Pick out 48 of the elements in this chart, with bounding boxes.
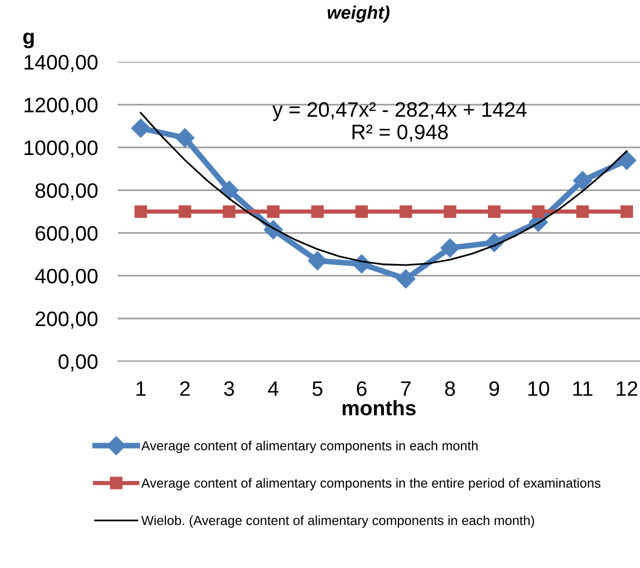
x-tick-label: 8	[445, 381, 455, 396]
point	[131, 118, 150, 138]
x-tick-label: 10	[528, 381, 550, 396]
point	[620, 205, 633, 218]
x-tick-label: 7	[401, 381, 411, 396]
point	[178, 205, 192, 218]
y-tick-label: 1200,00	[24, 98, 98, 115]
point	[444, 205, 456, 218]
annotation: R² = 0,948	[352, 124, 448, 142]
x-tick-label: 6	[356, 381, 367, 396]
point	[311, 205, 324, 218]
point	[440, 238, 460, 258]
point	[220, 180, 239, 200]
x-tick-label: 5	[312, 381, 322, 396]
y-tick-label: 1400,00	[24, 54, 98, 72]
point	[267, 205, 280, 218]
point	[308, 251, 327, 270]
x-tick-label: 11	[573, 381, 592, 396]
y-tick-label: 800,00	[36, 183, 98, 200]
legend-label: Wielob. (Average content of alimentary components in each month)	[141, 515, 534, 528]
y-tick-label: 400,00	[35, 268, 98, 286]
point	[222, 205, 236, 218]
x-tick-label: 3	[224, 381, 234, 396]
y-axis-title: g	[23, 32, 34, 48]
point	[134, 205, 147, 218]
point	[488, 205, 500, 218]
y-tick-label: 1000,00	[24, 140, 98, 158]
legend-label: Average content of alimentary components in the entire period of examinations	[141, 478, 600, 490]
x-tick-label: 9	[489, 381, 500, 396]
point	[175, 128, 194, 148]
point	[532, 205, 545, 218]
legend-label: Average content of alimentary components in each month	[141, 440, 478, 454]
annotation: y = 20,47x² - 282,4x + 1424	[272, 102, 527, 122]
x-axis-title: months	[342, 400, 416, 416]
point	[576, 205, 589, 218]
x-tick-label: 4	[268, 381, 278, 396]
point	[573, 171, 592, 190]
point	[617, 150, 636, 170]
y-tick-label: 0,00	[58, 354, 98, 372]
y-tick-label: 200,00	[36, 311, 98, 329]
x-tick-label: 2	[180, 381, 190, 396]
point	[355, 205, 368, 218]
point	[396, 269, 416, 288]
y-tick-label: 600,00	[36, 226, 98, 244]
x-tick-label: 1	[136, 381, 146, 396]
point	[400, 205, 412, 218]
x-tick-label: 12	[616, 381, 638, 396]
chart-title: weight)	[328, 6, 390, 23]
